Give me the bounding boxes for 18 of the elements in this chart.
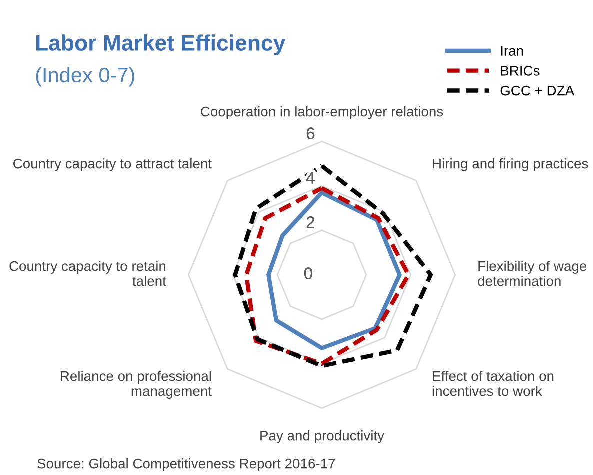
chart-title: Labor Market Efficiency <box>36 34 286 56</box>
y-tick-label: 6 <box>306 128 315 140</box>
spoke-label: Country capacity to attract talent <box>14 158 212 172</box>
y-tick-label: 2 <box>306 216 314 228</box>
spoke-label: Pay and productivity <box>260 430 385 444</box>
legend-label: BRICs <box>501 66 540 76</box>
spoke-label: Country capacity to retain talent <box>10 261 166 286</box>
text: (Index 0-7) <box>36 67 134 87</box>
y-tick-label: 0 <box>304 268 312 280</box>
spoke-label: Hiring and firing practices <box>433 158 588 172</box>
spoke-label: Reliance on professional management <box>61 371 212 399</box>
y-tick-label: 4 <box>306 172 315 184</box>
legend-label: GCC + DZA <box>500 86 575 96</box>
spoke-label: Effect of taxation on incentives to work <box>432 371 554 396</box>
spoke-label: Cooperation in labor-employer relations <box>201 106 444 120</box>
legend-label: Iran <box>501 46 524 56</box>
spoke-label: Flexibility of wage determination <box>478 261 587 286</box>
source-note: Source: Global Competitiveness Report 2016-17 <box>38 458 336 472</box>
